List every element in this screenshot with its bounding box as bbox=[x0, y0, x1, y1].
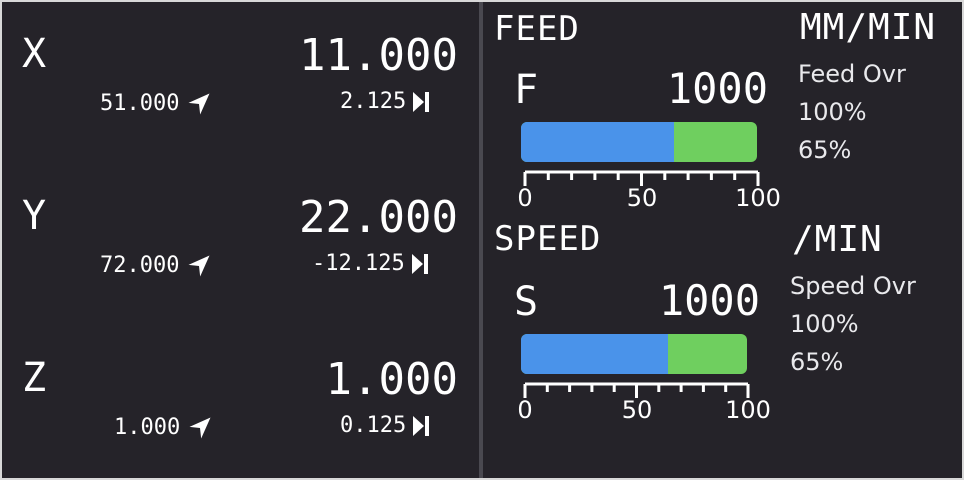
feed-value: 1000 bbox=[666, 64, 768, 113]
distance-to-go-x-value: 2.125 bbox=[340, 89, 407, 114]
speed-override-value: 100% bbox=[790, 310, 859, 338]
feed-override-bar bbox=[521, 122, 757, 162]
feed-override-bar-fill bbox=[521, 122, 675, 162]
feed-scale: 0 50 100 bbox=[517, 170, 781, 212]
axis-value-y: 22.000 bbox=[299, 192, 458, 243]
feed-scale-label-100: 100 bbox=[735, 184, 781, 212]
feed-letter: F bbox=[514, 67, 539, 113]
speed-scale-label-0: 0 bbox=[517, 396, 532, 424]
speed-secondary-value: 65% bbox=[790, 348, 844, 376]
distance-to-go-y: -12.125 bbox=[312, 252, 429, 276]
skip-to-end-icon bbox=[411, 254, 428, 274]
machine-position-x-value: 51.000 bbox=[100, 91, 180, 116]
speed-override-bar bbox=[521, 334, 747, 374]
feed-override-value: 100% bbox=[798, 98, 867, 126]
distance-to-go-x: 2.125 bbox=[340, 90, 430, 114]
feed-override-label: Feed Ovr bbox=[798, 60, 906, 88]
machine-position-y-value: 72.000 bbox=[100, 253, 180, 278]
speed-override-bar-fill bbox=[521, 334, 668, 374]
feed-scale-label-50: 50 bbox=[627, 184, 658, 212]
distance-to-go-y-value: -12.125 bbox=[312, 251, 405, 276]
speed-scale-label-50: 50 bbox=[622, 396, 653, 424]
speed-title: SPEED bbox=[494, 219, 602, 259]
machine-position-y: 72.000 bbox=[100, 252, 213, 280]
speed-letter: S bbox=[514, 279, 539, 325]
navigation-arrow-icon bbox=[188, 93, 210, 115]
skip-to-end-icon bbox=[413, 416, 430, 436]
feed-scale-label-0: 0 bbox=[517, 184, 532, 212]
machine-position-x: 51.000 bbox=[100, 90, 213, 118]
feed-unit: MM/MIN bbox=[800, 7, 937, 48]
axis-value-x: 11.000 bbox=[299, 30, 458, 81]
skip-to-end-icon bbox=[413, 92, 430, 112]
axis-letter-y: Y bbox=[22, 193, 47, 239]
distance-to-go-z: 0.125 bbox=[340, 414, 430, 438]
speed-value: 1000 bbox=[658, 276, 760, 325]
machine-position-z-value: 1.000 bbox=[114, 415, 181, 440]
speed-unit: /MIN bbox=[792, 219, 883, 260]
speed-scale-label-100: 100 bbox=[725, 396, 771, 424]
axis-letter-z: Z bbox=[22, 355, 47, 401]
feed-secondary-value: 65% bbox=[798, 136, 852, 164]
machine-position-z: 1.000 bbox=[114, 414, 214, 442]
axis-letter-x: X bbox=[22, 31, 47, 77]
speed-override-label: Speed Ovr bbox=[790, 272, 916, 300]
axis-value-z: 1.000 bbox=[325, 354, 458, 405]
navigation-arrow-icon bbox=[188, 255, 210, 277]
distance-to-go-z-value: 0.125 bbox=[340, 413, 407, 438]
panel-divider bbox=[479, 2, 483, 478]
speed-scale: 0 50 100 bbox=[517, 382, 771, 424]
navigation-arrow-icon bbox=[189, 417, 211, 439]
feed-title: FEED bbox=[494, 9, 580, 49]
